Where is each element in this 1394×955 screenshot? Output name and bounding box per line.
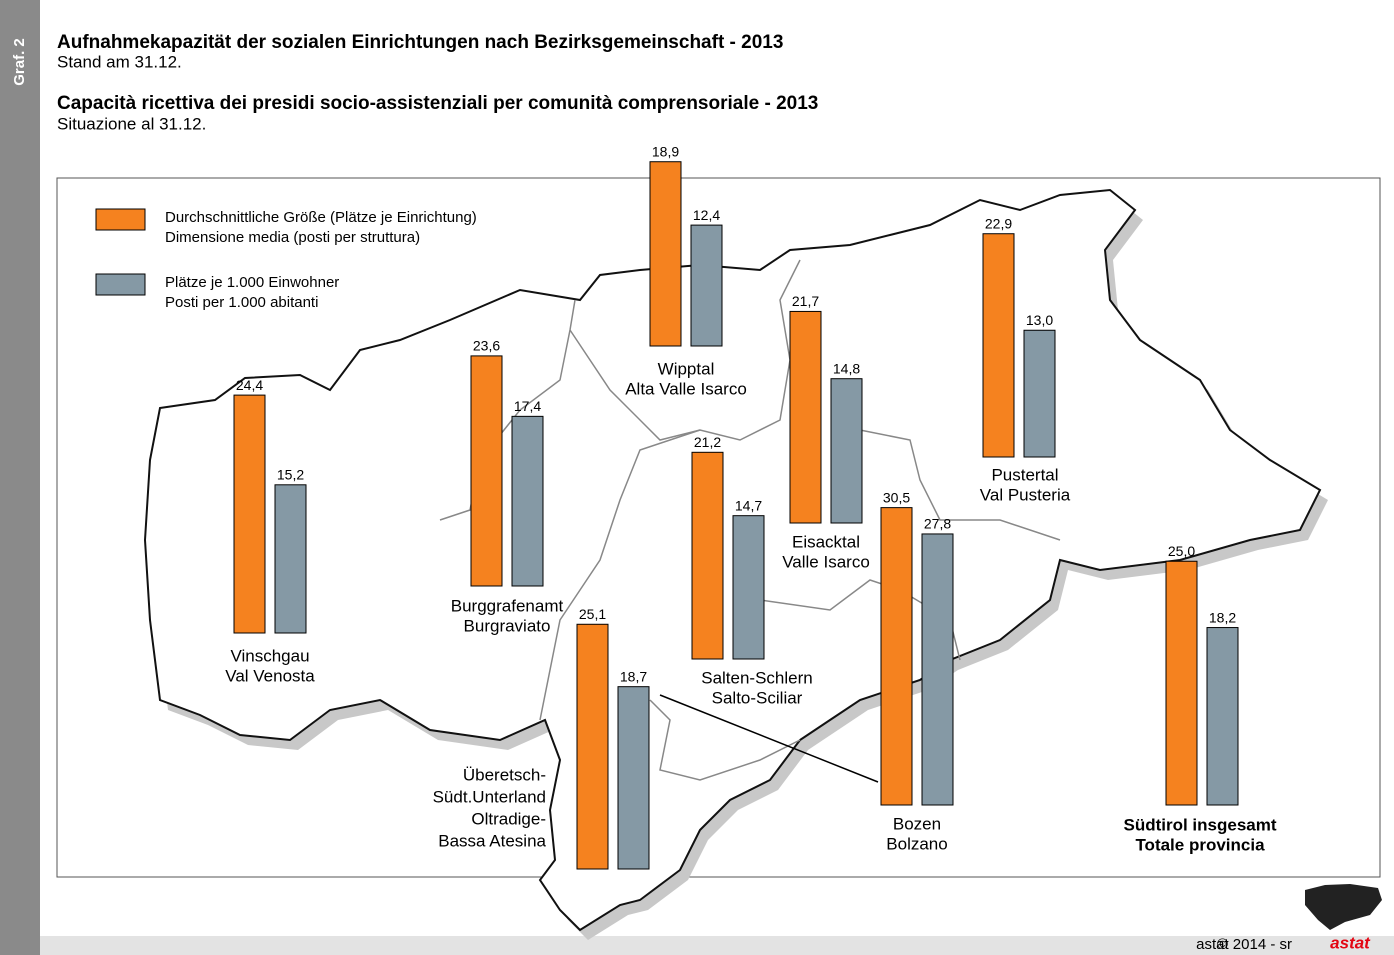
value-label: 12,4	[693, 207, 720, 223]
footer: © astat 2014 - sr astat	[1196, 884, 1382, 953]
bar	[470, 355, 503, 587]
category-label: Salten-Schlern	[701, 668, 813, 687]
legend-label: Durchschnittliche Größe (Plätze je Einri…	[165, 209, 477, 226]
value-label: 21,7	[792, 293, 819, 309]
category-label: Val Pusteria	[980, 485, 1071, 504]
value-label: 25,1	[579, 606, 606, 622]
leader-line	[659, 694, 879, 783]
value-label: 13,0	[1026, 312, 1053, 328]
category-label: Valle Isarco	[782, 552, 870, 571]
side-strip	[0, 0, 40, 955]
bar	[649, 161, 682, 347]
bar	[830, 378, 863, 524]
category-label: Eisacktal	[792, 532, 860, 551]
legend-label: Dimensione media (posti per struttura)	[165, 229, 420, 246]
frame	[56, 177, 1381, 878]
category-label: Wipptal	[658, 359, 715, 378]
category-label: Bolzano	[886, 834, 947, 853]
category-label: Burggrafenamt	[451, 596, 564, 615]
bar	[1206, 627, 1239, 806]
value-label: 14,8	[833, 360, 860, 376]
value-label: 14,7	[735, 497, 762, 513]
category-label: Oltradige-	[471, 809, 546, 828]
value-label: 27,8	[924, 516, 951, 532]
value-label: 18,7	[620, 668, 647, 684]
bar	[880, 507, 913, 806]
footer-bar	[40, 936, 1394, 955]
chart-title-it: Capacità ricettiva dei presidi socio-ass…	[57, 93, 818, 114]
chart-subtitle-it: Situazione al 31.12.	[57, 114, 206, 133]
district-border	[649, 699, 801, 781]
value-label: 21,2	[694, 434, 721, 450]
category-label: Vinschgau	[230, 646, 309, 665]
bar	[690, 224, 723, 347]
bar	[1165, 560, 1198, 806]
legend-label: Posti per 1.000 abitanti	[165, 294, 318, 311]
bar	[617, 686, 650, 870]
bar	[921, 533, 954, 806]
chart-title: Aufnahmekapazität der sozialen Einrichtu…	[57, 32, 783, 53]
bar	[274, 484, 307, 634]
district-border	[539, 429, 701, 721]
category-label: Pustertal	[991, 465, 1058, 484]
value-label: 23,6	[473, 338, 500, 354]
legend-label: Plätze je 1.000 Einwohner	[165, 274, 339, 291]
value-label: 15,2	[277, 467, 304, 483]
category-label: Alta Valle Isarco	[625, 379, 747, 398]
side-label: Graf. 2	[11, 38, 28, 86]
copyright: ©	[1217, 936, 1228, 953]
category-label: Val Venosta	[225, 666, 315, 685]
legend-swatch	[95, 273, 146, 296]
bar	[691, 451, 724, 660]
district-border	[569, 259, 801, 441]
bar	[1023, 329, 1056, 458]
bar	[732, 515, 765, 660]
logo-mark	[1305, 884, 1382, 930]
bar	[511, 415, 544, 587]
value-label: 18,9	[652, 143, 679, 159]
bar	[982, 233, 1015, 458]
category-label: Salto-Sciliar	[712, 688, 803, 707]
chart-subtitle: Stand am 31.12.	[57, 52, 182, 71]
value-label: 24,4	[236, 377, 263, 393]
legend-swatch	[95, 208, 146, 231]
value-label: 30,5	[883, 489, 910, 505]
category-label: Südt.Unterland	[433, 787, 546, 806]
bar	[576, 623, 609, 870]
category-label: Überetsch-	[463, 765, 546, 784]
category-label: Südtirol insgesamt	[1123, 815, 1276, 834]
district-border	[859, 429, 1061, 541]
bar	[789, 310, 822, 524]
category-label: Burgraviato	[464, 616, 551, 635]
value-label: 22,9	[985, 215, 1012, 231]
value-label: 25,0	[1168, 543, 1195, 559]
category-label: Bassa Atesina	[438, 831, 546, 850]
credit: astat 2014 - sr	[1196, 936, 1292, 953]
bar	[233, 394, 266, 634]
value-label: 18,2	[1209, 609, 1236, 625]
value-label: 17,4	[514, 398, 541, 414]
category-label: Totale provincia	[1135, 835, 1265, 854]
logo: astat	[1330, 933, 1371, 952]
category-label: Bozen	[893, 814, 941, 833]
legend: Durchschnittliche Größe (Plätze je Einri…	[95, 208, 477, 311]
